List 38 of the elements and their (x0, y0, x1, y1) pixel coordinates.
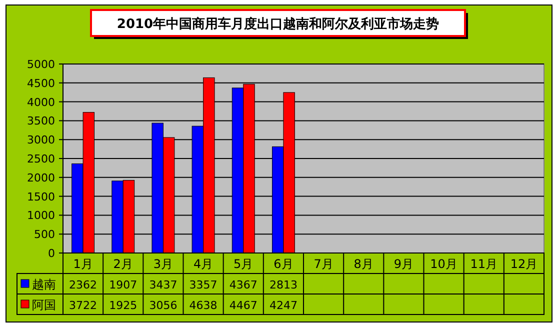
x-tick-label: 9月 (394, 257, 414, 271)
x-tick-label: 4月 (193, 257, 214, 271)
data-label: 2813 (269, 278, 298, 292)
y-tick-label: 2000 (27, 171, 55, 184)
x-tick-label: 8月 (354, 257, 374, 271)
data-label: 4247 (269, 299, 298, 312)
chart-title: 2010年中国商用车月度出口越南和阿尔及利亚市场走势 (116, 16, 440, 32)
y-tick-label: 4500 (27, 76, 55, 90)
y-tick-label: 1000 (27, 209, 55, 222)
y-tick-label: 5000 (27, 58, 55, 71)
data-label: 4467 (229, 299, 258, 312)
data-label: 3437 (149, 278, 178, 292)
x-tick-label: 5月 (234, 257, 254, 271)
legend-label: 越南 (32, 278, 56, 292)
data-label: 1907 (109, 278, 138, 292)
legend-label: 阿国 (32, 298, 56, 312)
y-tick-label: 3000 (27, 134, 55, 147)
data-label: 4367 (229, 278, 258, 292)
y-tick-label: 0 (48, 247, 55, 260)
x-tick-label: 6月 (274, 257, 294, 271)
x-tick-label: 11月 (470, 257, 498, 271)
y-tick-label: 3500 (27, 114, 55, 128)
data-label: 3357 (189, 278, 218, 292)
x-tick-label: 3月 (153, 257, 174, 271)
data-label: 3722 (69, 299, 98, 312)
data-label: 4638 (189, 299, 218, 312)
y-tick-label: 500 (34, 228, 55, 242)
data-label: 3056 (149, 299, 178, 312)
x-tick-label: 12月 (510, 257, 538, 271)
data-label: 1925 (109, 299, 138, 312)
y-tick-label: 2500 (27, 152, 55, 166)
x-tick-label: 7月 (314, 257, 334, 271)
x-tick-label: 2月 (113, 257, 133, 271)
data-label: 2362 (69, 278, 98, 292)
x-tick-label: 1月 (73, 257, 93, 271)
y-tick-label: 1500 (27, 190, 55, 204)
x-tick-label: 10月 (430, 257, 458, 271)
y-tick-label: 4000 (27, 96, 55, 109)
